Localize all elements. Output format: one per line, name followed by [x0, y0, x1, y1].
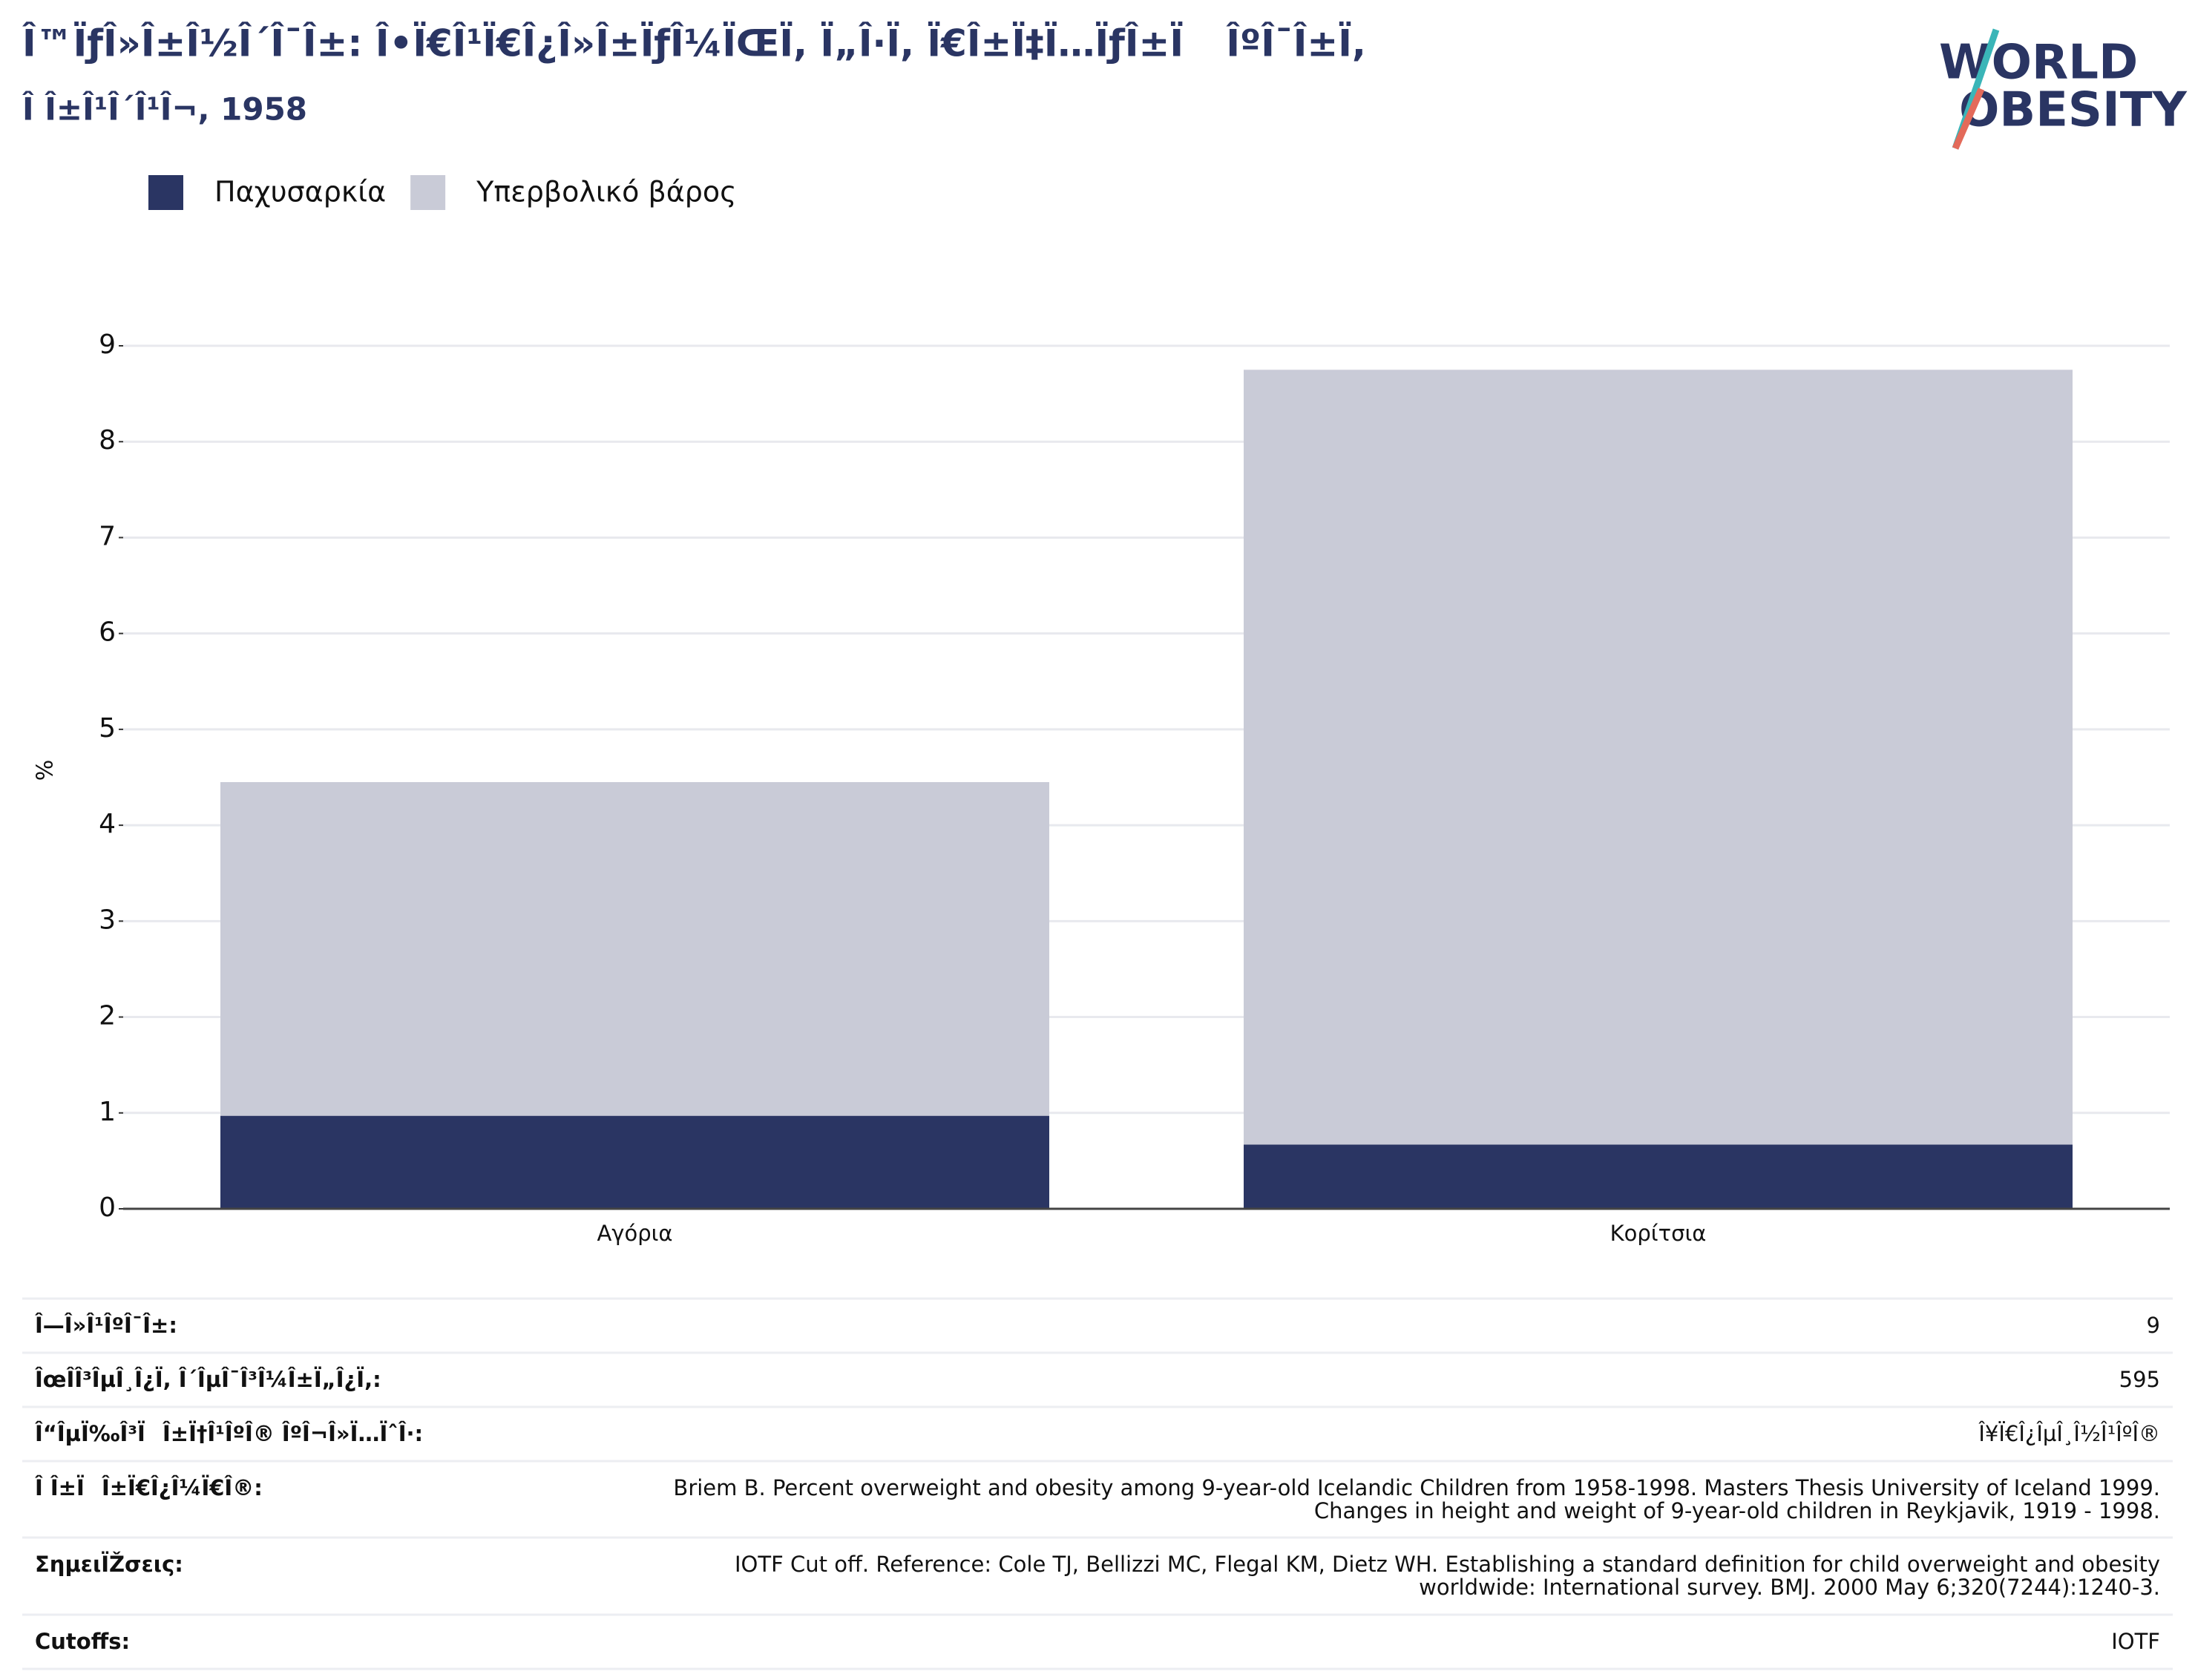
y-tick-label: 2 — [99, 1001, 116, 1031]
logo-text: WORLD — [1939, 36, 2138, 91]
y-tick-label: 8 — [99, 425, 116, 456]
y-tick-label: 9 — [99, 329, 116, 360]
bar-segment — [220, 1115, 1049, 1209]
bar-segment — [1244, 1144, 2073, 1209]
table-value: 9 — [2147, 1313, 2160, 1338]
table-label: ÎœÎ­Î³ÎµÎ¸Î¿Ï, Î´ÎµÎ¯Î³Î¼Î±Ï„Î¿Ï,: — [35, 1367, 381, 1392]
table-label: Î“ÎµÏ‰Î³ÏÎ±Ï†Î¹ÎºÎ® ÎºÎ¬Î»Ï…ÏˆÎ·: — [35, 1421, 423, 1446]
x-tick-label: Αγόρια — [597, 1221, 672, 1246]
legend-label: Υπερβολικό βάρος — [476, 176, 736, 209]
table-label: ΣημειÏŽσεις: — [35, 1552, 183, 1577]
y-axis-label: % — [33, 760, 59, 781]
table-label: Î—Î»Î¹ÎºÎ¯Î±: — [35, 1313, 177, 1338]
y-tick-label: 0 — [99, 1192, 116, 1223]
table-value: Changes in height and weight of 9-year-o… — [1314, 1498, 2160, 1523]
legend-swatch — [148, 175, 183, 210]
table-value: Briem B. Percent overweight and obesity … — [673, 1475, 2160, 1500]
logo-text: OBESITY — [1959, 83, 2187, 138]
logo: WORLD OBESITY — [1939, 28, 2187, 150]
y-tick-label: 6 — [99, 617, 116, 648]
table-value: 595 — [2119, 1367, 2160, 1392]
y-tick-label: 4 — [99, 809, 116, 839]
y-tick-label: 7 — [99, 521, 116, 551]
chart-subtitle: Î Î±Î¹Î´Î¹Î¬, 1958 — [22, 91, 307, 128]
legend-label: Παχυσαρκία — [214, 176, 386, 209]
legend-swatch — [410, 175, 446, 210]
table-label: Î Î±ÏÎ±Ï€Î¿Î¼Ï€Î®: — [35, 1475, 263, 1500]
table-value: Î¥Ï€Î¿ÎµÎ¸Î½Î¹ÎºÎ® — [1978, 1421, 2160, 1446]
chart-title: Î™ÏƒÎ»Î±Î½Î´Î¯Î±: Î•Ï€Î¹Ï€Î¿Î»Î±ÏƒÎ¼ÏŒÏ,… — [22, 22, 1366, 65]
bar-segment — [1244, 370, 2073, 1145]
table-value: worldwide: International survey. BMJ. 20… — [1419, 1575, 2160, 1600]
table-value: IOTF Cut off. Reference: Cole TJ, Belliz… — [735, 1552, 2160, 1577]
x-tick-label: Κορίτσια — [1610, 1221, 1707, 1246]
table-label: Cutoffs: — [35, 1629, 130, 1654]
logo-slash — [1952, 88, 1985, 150]
y-tick-label: 1 — [99, 1097, 116, 1127]
table-value: IOTF — [2111, 1629, 2160, 1654]
bar-segment — [220, 781, 1049, 1116]
y-tick-label: 3 — [99, 905, 116, 935]
y-tick-label: 5 — [99, 713, 116, 744]
